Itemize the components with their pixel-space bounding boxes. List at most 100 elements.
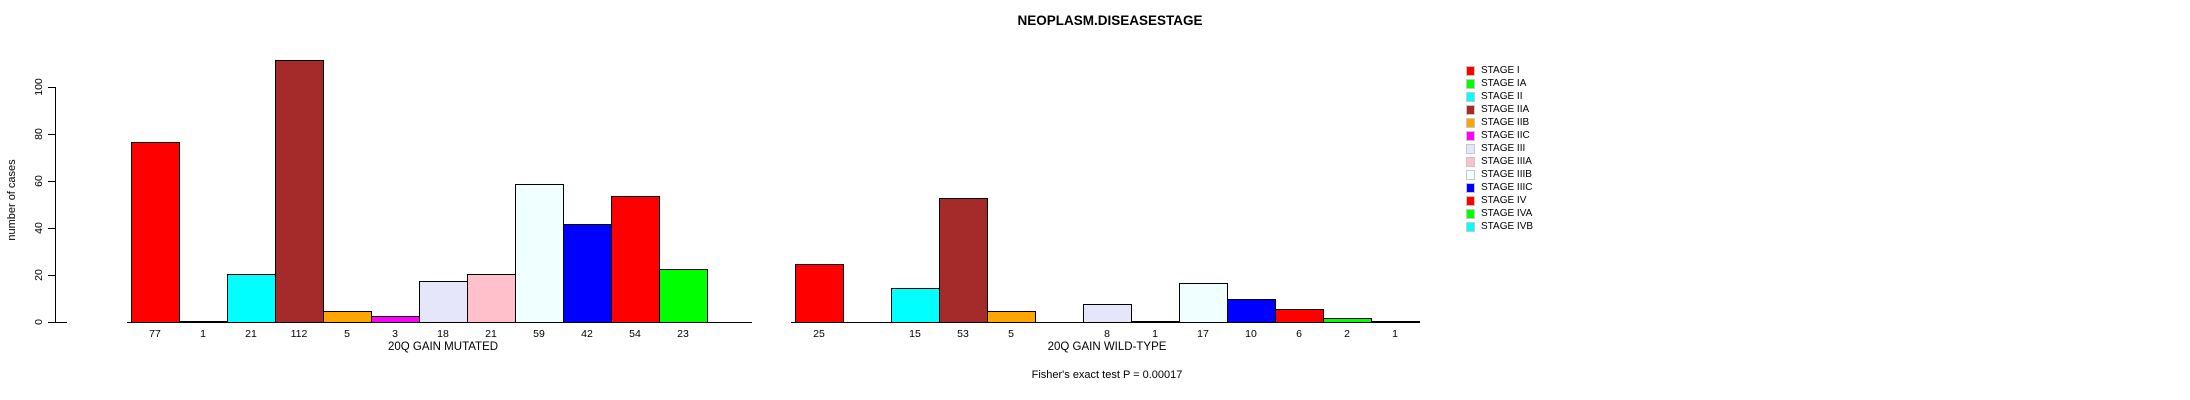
bar-count-label: 23 xyxy=(677,328,689,340)
bar-count-label: 1 xyxy=(1152,328,1158,340)
y-tick xyxy=(48,181,55,182)
bar xyxy=(419,281,468,323)
bar-count-label: 15 xyxy=(909,328,921,340)
legend-color-swatch xyxy=(1466,209,1475,220)
y-tick-label: 60 xyxy=(33,175,45,187)
bar-count-label: 8 xyxy=(1104,328,1110,340)
legend-color-swatch xyxy=(1466,196,1475,206)
y-tick xyxy=(48,322,55,323)
bar-count-label: 17 xyxy=(1197,328,1209,340)
legend-entry: STAGE IA xyxy=(1466,77,1526,90)
legend-entry: STAGE IV xyxy=(1466,195,1526,208)
legend-entry: STAGE IIIB xyxy=(1466,168,1532,181)
legend-color-swatch xyxy=(1466,130,1475,141)
bar-count-label: 59 xyxy=(533,328,545,340)
bar-count-label: 10 xyxy=(1245,328,1257,340)
bar-count-label: 112 xyxy=(290,328,308,340)
chart-title: NEOPLASM.DISEASESTAGE xyxy=(1017,13,1203,28)
legend-color-swatch xyxy=(1466,117,1475,128)
bar xyxy=(987,311,1036,323)
bar-count-label: 54 xyxy=(629,328,641,340)
fisher-test-annotation: Fisher's exact test P = 0.00017 xyxy=(1031,369,1183,381)
bar xyxy=(795,264,844,323)
legend-entry-label: STAGE IIIA xyxy=(1481,155,1532,167)
bar xyxy=(179,321,228,323)
y-tick-label: 80 xyxy=(33,128,45,140)
legend-color-swatch xyxy=(1466,222,1475,233)
y-tick xyxy=(48,228,55,229)
legend-entry-label: STAGE IIC xyxy=(1481,129,1530,141)
bar xyxy=(891,288,940,323)
legend-color-swatch xyxy=(1466,104,1475,115)
y-axis-line xyxy=(55,87,56,323)
bar xyxy=(1083,304,1132,323)
x-axis-label-mutated: 20Q GAIN MUTATED xyxy=(387,341,499,353)
bar xyxy=(323,311,372,323)
y-tick xyxy=(48,275,55,276)
y-tick xyxy=(48,87,55,88)
bar xyxy=(611,196,660,323)
legend-color-swatch xyxy=(1466,182,1475,193)
legend-entry-label: STAGE IIIC xyxy=(1481,181,1533,193)
legend-entry: STAGE I xyxy=(1466,64,1520,77)
bar xyxy=(1179,283,1228,323)
legend-entry-label: STAGE II xyxy=(1481,90,1523,102)
legend-entry: STAGE III xyxy=(1466,142,1525,155)
legend-entry-label: STAGE IV xyxy=(1481,195,1527,206)
legend-entry: STAGE IVA xyxy=(1466,208,1532,221)
bar-count-label: 53 xyxy=(957,328,969,340)
legend-color-swatch xyxy=(1466,143,1475,154)
bar-count-label: 6 xyxy=(1296,328,1302,340)
y-tick xyxy=(48,134,55,135)
legend-entry: STAGE IIIA xyxy=(1466,155,1532,168)
bar xyxy=(659,269,708,323)
bar-count-label: 77 xyxy=(149,328,161,340)
legend-entry-label: STAGE IVB xyxy=(1481,221,1534,233)
legend-entry-label: STAGE IVA xyxy=(1481,208,1533,220)
bar xyxy=(939,198,988,323)
bar xyxy=(1371,321,1420,323)
bar xyxy=(1131,321,1180,323)
bar-count-label: 5 xyxy=(344,328,350,340)
legend-entry-label: STAGE IIA xyxy=(1481,103,1530,115)
y-axis-label: number of cases xyxy=(6,159,18,241)
legend-entry-label: STAGE IIIB xyxy=(1481,168,1532,180)
bar xyxy=(1275,309,1324,323)
legend-entry: STAGE IIIC xyxy=(1466,181,1533,194)
legend-entry: STAGE IIA xyxy=(1466,103,1529,116)
bar-count-label: 21 xyxy=(245,328,257,340)
legend-entry: STAGE IIC xyxy=(1466,129,1530,142)
y-tick-label: 100 xyxy=(33,78,45,96)
legend-entry: STAGE II xyxy=(1466,90,1523,103)
bar-count-label: 21 xyxy=(485,328,497,340)
y-axis-foot xyxy=(56,322,67,323)
legend-color-swatch xyxy=(1466,65,1475,76)
bar xyxy=(1227,299,1276,323)
bar-count-label: 1 xyxy=(1392,328,1398,340)
bar xyxy=(227,274,276,323)
bar xyxy=(371,316,420,323)
legend-color-swatch xyxy=(1466,169,1475,180)
bar xyxy=(131,142,180,323)
bar-count-label: 1 xyxy=(200,328,206,340)
bar-count-label: 42 xyxy=(581,328,593,340)
legend-color-swatch xyxy=(1466,91,1475,102)
legend-entry: STAGE IVB xyxy=(1466,221,1533,234)
bar-count-label: 18 xyxy=(437,328,449,340)
bar-count-label: 2 xyxy=(1344,328,1350,340)
bar xyxy=(467,274,516,323)
legend-entry-label: STAGE I xyxy=(1481,64,1520,76)
legend-color-swatch xyxy=(1466,78,1475,89)
legend-entry-label: STAGE IIB xyxy=(1481,116,1530,128)
y-tick-label: 20 xyxy=(33,269,45,281)
bar-count-label: 3 xyxy=(392,328,398,340)
y-tick-label: 0 xyxy=(33,319,45,325)
legend-entry: STAGE IIB xyxy=(1466,116,1529,129)
bar-count-label: 25 xyxy=(813,328,825,340)
bar xyxy=(1323,318,1372,323)
bar xyxy=(275,60,324,323)
legend-entry-label: STAGE III xyxy=(1481,142,1526,154)
bar xyxy=(515,184,564,323)
legend-entry-label: STAGE IA xyxy=(1481,77,1527,89)
